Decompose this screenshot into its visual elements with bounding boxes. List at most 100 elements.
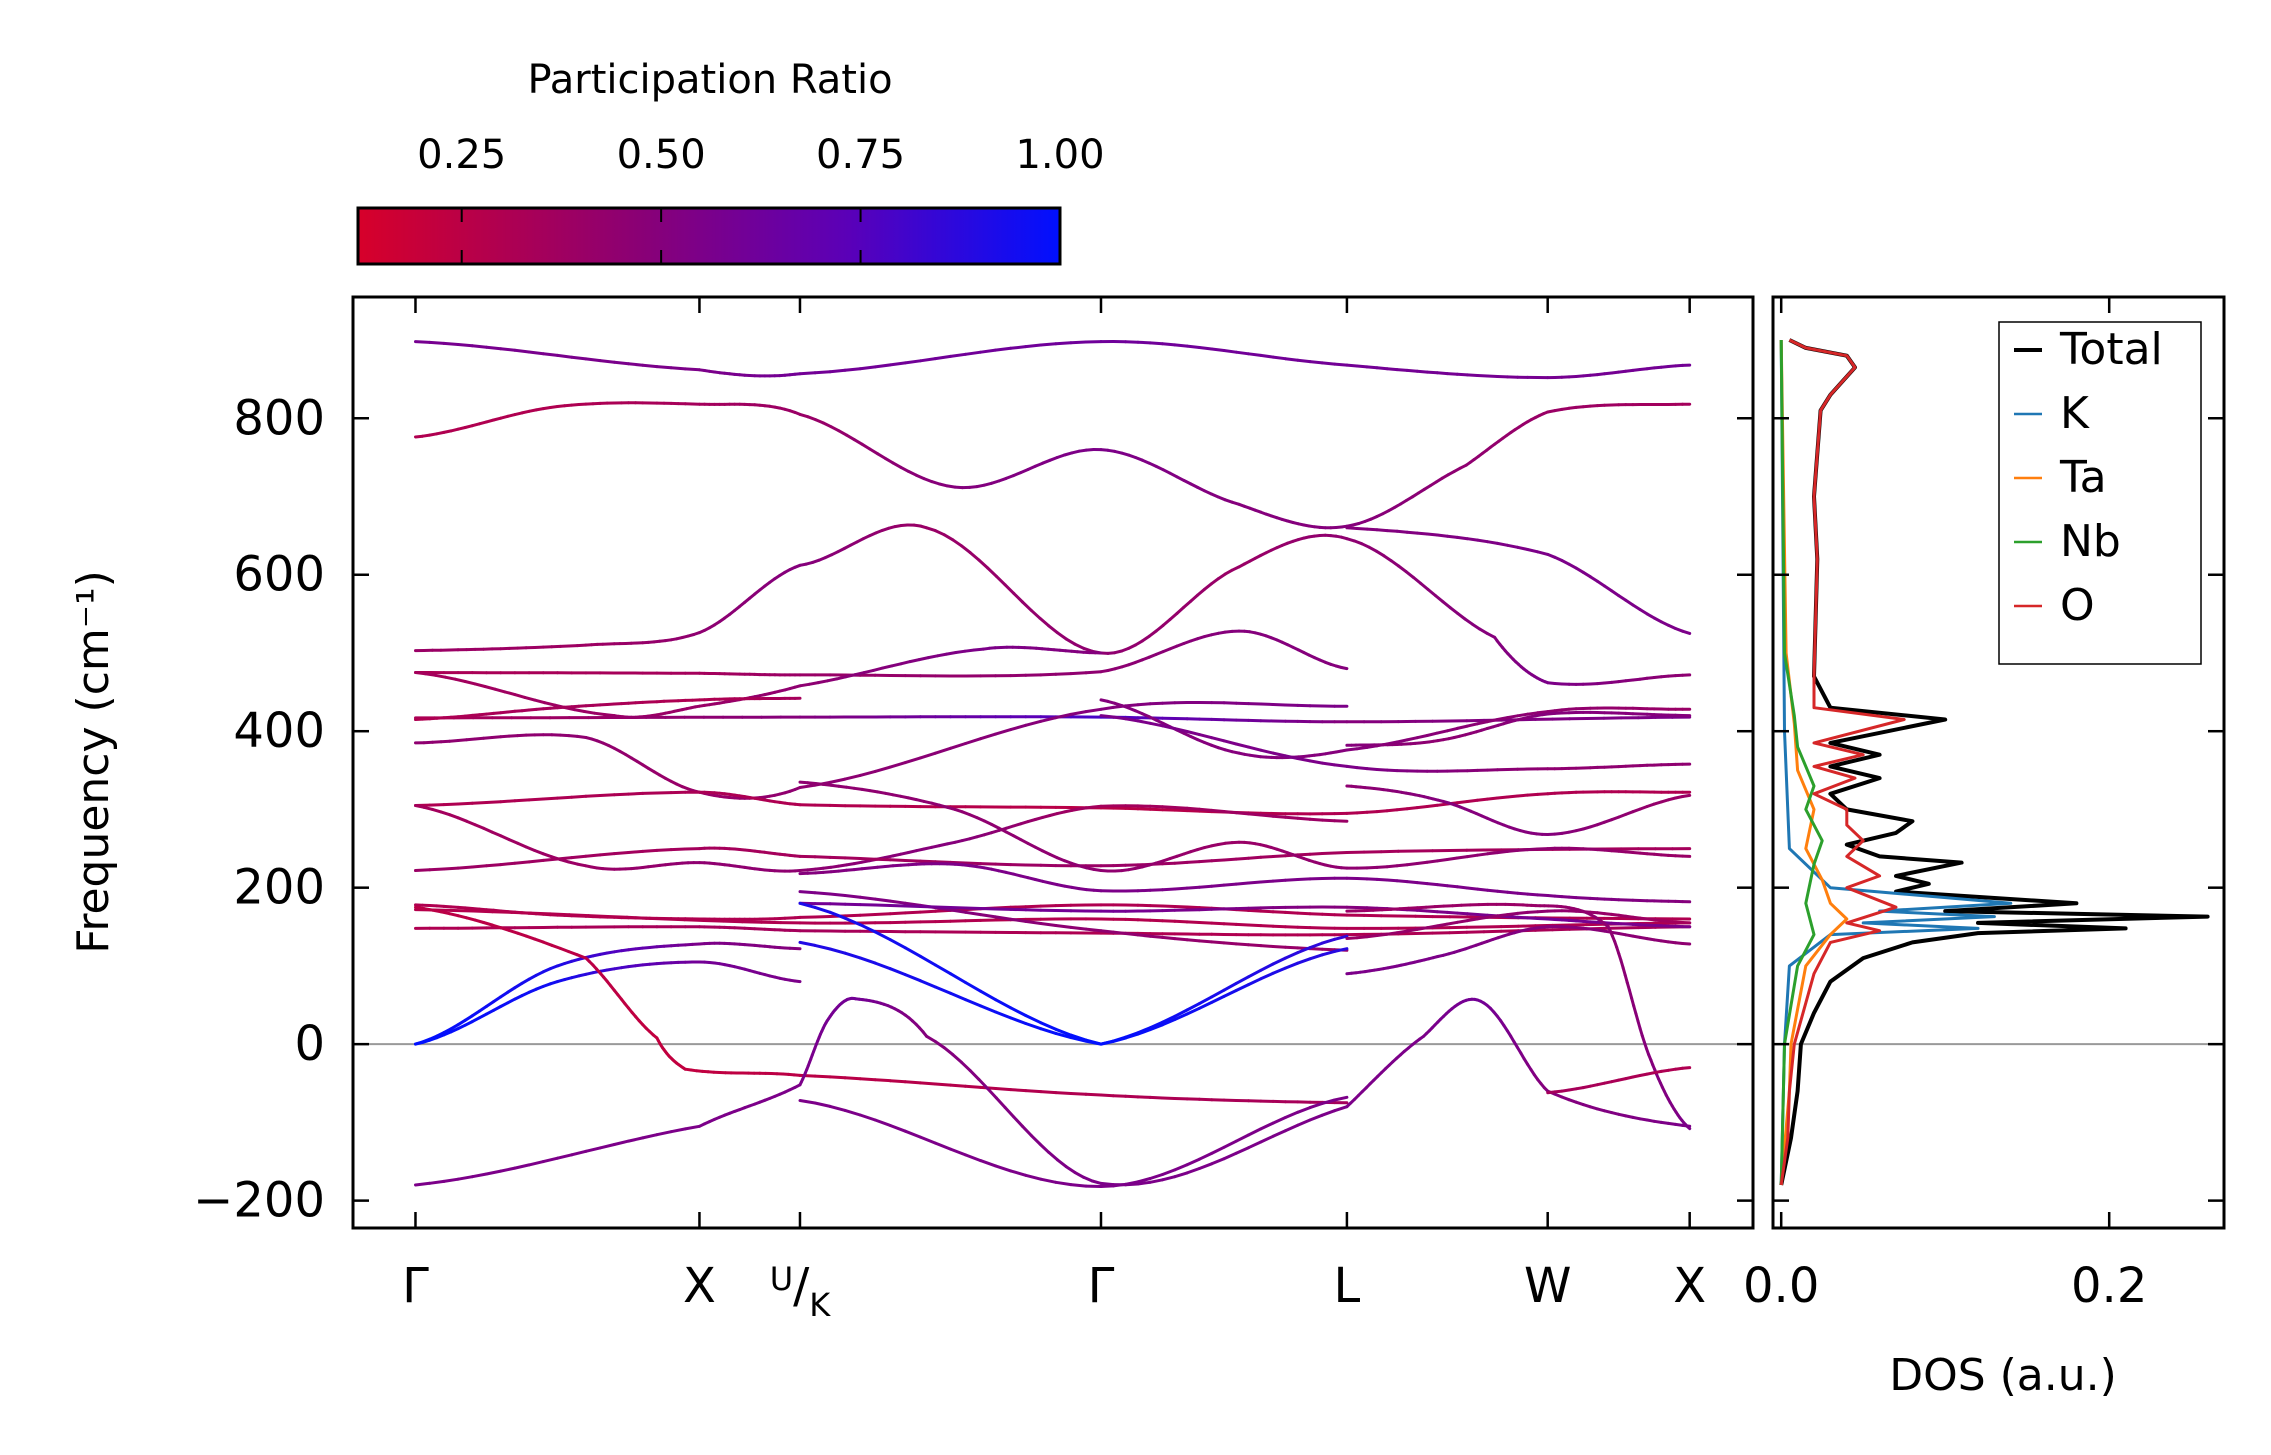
band-segment (510, 910, 533, 915)
band-segment (1395, 368, 1409, 372)
band-segment (1197, 733, 1214, 740)
band-segment (1425, 924, 1439, 930)
band-segment (1148, 341, 1164, 346)
band-segment (1475, 852, 1489, 857)
band-segment (470, 864, 488, 869)
band-segment (1197, 1097, 1214, 1102)
band-segment (1148, 807, 1164, 812)
band-segment (1210, 1157, 1226, 1166)
band-line (414, 996, 1692, 1187)
band-segment (1320, 947, 1337, 952)
band-segment (1486, 888, 1499, 893)
band-segment (963, 648, 976, 653)
band-segment (1222, 922, 1238, 926)
band-segment (949, 352, 967, 358)
band-segment (1365, 527, 1379, 532)
band-segment (612, 1139, 630, 1146)
band-segment (1496, 541, 1509, 547)
band-segment (951, 1053, 963, 1064)
band-segment (482, 826, 494, 834)
band-segment (1271, 1116, 1287, 1125)
band-segment (1308, 912, 1324, 916)
dos-axes-frame (1771, 295, 2226, 1230)
band-segment (1395, 929, 1409, 935)
band-segment (1148, 1023, 1164, 1032)
band-segment (1389, 559, 1401, 568)
band-segment (587, 914, 610, 918)
band-segment (1455, 724, 1469, 730)
band-segment (1038, 1142, 1051, 1154)
dos-x-tick-label: 0.2 (2071, 1258, 2147, 1314)
band-line (414, 401, 1692, 530)
band-segment (1283, 815, 1300, 820)
band-segment (986, 566, 998, 578)
band-segment (933, 1040, 946, 1050)
band-segment (1069, 340, 1088, 345)
band-segment (994, 574, 1007, 587)
band-x-ticks: Γ X U/K Γ L W X (402, 297, 1706, 1324)
band-segment (1415, 369, 1429, 374)
band-segment (1259, 702, 1275, 706)
band-segment (1197, 859, 1214, 864)
band-segment (888, 858, 907, 862)
band-segment (625, 915, 648, 920)
band-segment (513, 1163, 531, 1170)
band-segment (873, 1118, 892, 1127)
legend-label-nb: Nb (2060, 516, 2121, 567)
band-segment (1283, 945, 1300, 950)
band-segment (1247, 855, 1263, 860)
band-segment (592, 711, 606, 716)
band-line (798, 890, 1349, 952)
band-segment (1296, 852, 1312, 857)
band-segment (843, 1108, 862, 1117)
band-segment (1526, 792, 1540, 797)
band-segment (871, 666, 884, 672)
band-segment (798, 901, 817, 909)
band-segment (979, 1004, 998, 1014)
band-segment (1365, 810, 1379, 814)
band-segment (1345, 764, 1359, 770)
band-segment (1247, 812, 1263, 817)
band-segment (683, 918, 706, 922)
band-segment (1054, 1180, 1073, 1187)
band-segment (828, 368, 847, 374)
band-segment (888, 361, 907, 367)
band-segment (964, 350, 983, 356)
band-segment (1320, 1109, 1337, 1117)
band-segment (1345, 747, 1359, 752)
band-segment (903, 1129, 922, 1139)
band-segment (798, 1073, 817, 1078)
band-segment (1124, 932, 1140, 937)
band-segment (1173, 919, 1189, 924)
band-segment (1173, 860, 1189, 865)
band-segment (1415, 881, 1429, 886)
band-segment (964, 981, 983, 993)
band-segment (1445, 910, 1459, 915)
band-segment (1084, 707, 1103, 714)
band-segment (1516, 545, 1530, 551)
band-segment (1197, 995, 1214, 1006)
band-segment (1173, 937, 1189, 942)
band-segment (1259, 962, 1275, 972)
band-segment (1009, 917, 1028, 923)
band-segment (1415, 734, 1429, 740)
band-segment (1084, 1039, 1103, 1046)
band-segment (1395, 807, 1409, 812)
band-segment (949, 991, 967, 1002)
band-segment (533, 937, 545, 944)
band-segment (1333, 851, 1349, 855)
band-segment (1234, 856, 1250, 861)
band-segment (1173, 1163, 1189, 1172)
band-segment (1482, 929, 1503, 934)
band-segment (1259, 813, 1275, 818)
band-segment (1475, 887, 1489, 892)
band-segment (1210, 1145, 1226, 1155)
band-segment (1234, 922, 1250, 927)
band-line (414, 790, 1692, 816)
band-segment (813, 1101, 832, 1108)
band-segment (1333, 1105, 1349, 1113)
band-segment (1185, 806, 1201, 811)
band-segment (1448, 606, 1460, 615)
band-segment (813, 943, 832, 951)
band-segment (1173, 727, 1189, 733)
